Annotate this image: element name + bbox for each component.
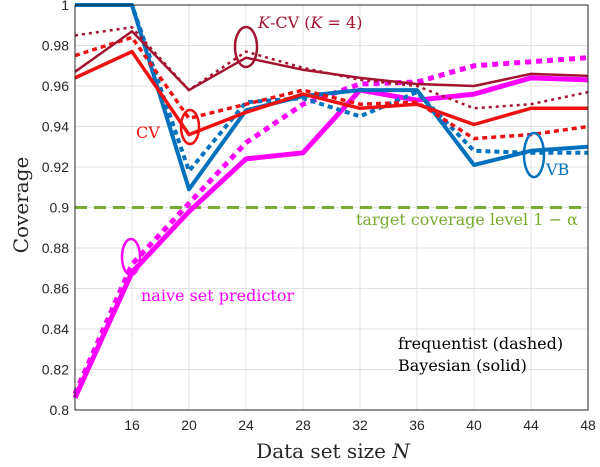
- naive-annotation: naive set predictor: [141, 286, 294, 305]
- bayesian-legend: Bayesian (solid): [398, 356, 527, 375]
- frequentist-legend: frequentist (dashed): [398, 334, 563, 353]
- cv-group-ellipse: [179, 108, 201, 146]
- y-tick-label: 0.88: [42, 240, 69, 256]
- x-axis-label-text: Data set size: [256, 439, 392, 463]
- series-line-kcv-frequentist: [74, 26, 589, 110]
- series-line-naive-bayesian: [72, 75, 589, 399]
- series-line-kcv-bayesian: [74, 30, 589, 92]
- series-line-vb-frequentist: [75, 3, 588, 173]
- x-tick-label: 24: [238, 417, 254, 433]
- tick-labels: 16 20 24 28 32 36 40 44 48 0.8 0.82 0.84 0.86 0.88 0.9…: [42, 0, 596, 433]
- y-tick-label: 0.84: [42, 321, 69, 337]
- y-tick-label: 0.98: [42, 38, 69, 54]
- x-tick-label: 36: [409, 417, 425, 433]
- plot-frame: [74, 4, 589, 411]
- y-tick-label: 1: [61, 0, 69, 13]
- vb-annotation: VB: [545, 160, 569, 179]
- x-tick-label: 44: [523, 417, 539, 433]
- x-tick-label: 40: [466, 417, 482, 433]
- cv-annotation: CV: [136, 123, 160, 142]
- y-tick-label: 0.92: [42, 159, 69, 175]
- series-line-vb-bayesian: [75, 3, 589, 192]
- naive-group-ellipse: [120, 237, 142, 277]
- x-axis-label: Data set size N: [256, 439, 411, 463]
- kcv-annotation: K-CV (K = 4): [257, 13, 362, 32]
- series-line-cv-frequentist: [74, 35, 589, 141]
- kcv-group-ellipse: [233, 25, 259, 69]
- series-lines: [72, 3, 589, 399]
- series-line-cv-bayesian: [74, 49, 588, 137]
- x-tick-label: 32: [352, 417, 368, 433]
- y-tick-label: 0.8: [50, 402, 70, 418]
- x-tick-label: 28: [295, 417, 311, 433]
- x-axis-label-var: N: [391, 439, 411, 463]
- y-tick-label: 0.94: [42, 119, 69, 135]
- y-axis-label: Coverage: [9, 157, 33, 254]
- x-tick-label: 20: [181, 417, 197, 433]
- group-markers: [120, 25, 546, 277]
- x-tick-label: 48: [580, 417, 596, 433]
- y-tick-label: 0.96: [42, 78, 69, 94]
- x-tick-label: 16: [124, 417, 140, 433]
- y-tick-label: 0.82: [42, 362, 69, 378]
- y-tick-label: 0.86: [42, 281, 69, 297]
- vb-group-ellipse: [522, 131, 546, 179]
- target-annotation: target coverage level 1 − α: [356, 210, 578, 229]
- y-tick-label: 0.9: [50, 200, 70, 216]
